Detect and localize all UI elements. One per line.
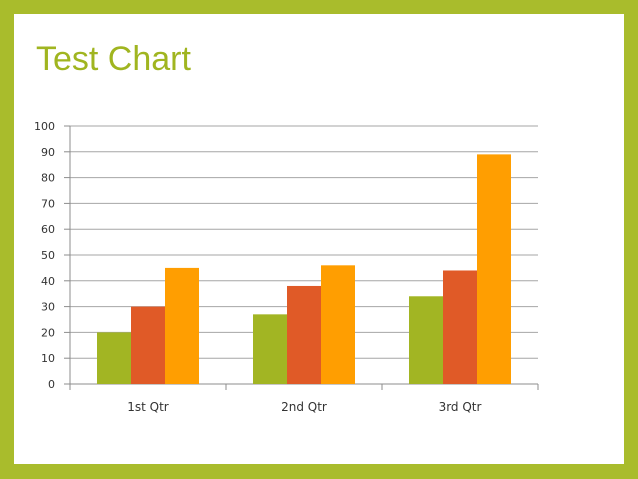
bar-series-3-3rd-qtr: [477, 154, 511, 384]
bar-series-2-2nd-qtr: [287, 285, 321, 384]
y-tick-label: 20: [41, 326, 55, 339]
x-category-label: 3rd Qtr: [439, 400, 482, 414]
bar-series-2-3rd-qtr: [443, 270, 477, 384]
y-tick-label: 80: [41, 172, 55, 185]
x-category-label: 2nd Qtr: [281, 400, 327, 414]
bar-series-2-1st-qtr: [131, 306, 165, 384]
y-tick-label: 0: [48, 378, 55, 391]
y-tick-label: 100: [34, 120, 55, 133]
bar-series-1-2nd-qtr: [253, 314, 287, 384]
bar-series-3-1st-qtr: [165, 267, 199, 384]
x-category-label: 1st Qtr: [127, 400, 169, 414]
y-tick-label: 60: [41, 223, 55, 236]
y-tick-label: 50: [41, 249, 55, 262]
bar-series-3-2nd-qtr: [321, 265, 355, 384]
bar-series-1-3rd-qtr: [409, 296, 443, 384]
y-tick-label: 30: [41, 301, 55, 314]
y-tick-label: 40: [41, 275, 55, 288]
y-tick-label: 70: [41, 197, 55, 210]
y-tick-label: 90: [41, 146, 55, 159]
slide-content-panel: Test Chart: [14, 14, 624, 464]
slide-title: Test Chart: [36, 40, 191, 78]
bar-series-1-1st-qtr: [97, 332, 131, 384]
y-tick-label: 10: [41, 352, 55, 365]
